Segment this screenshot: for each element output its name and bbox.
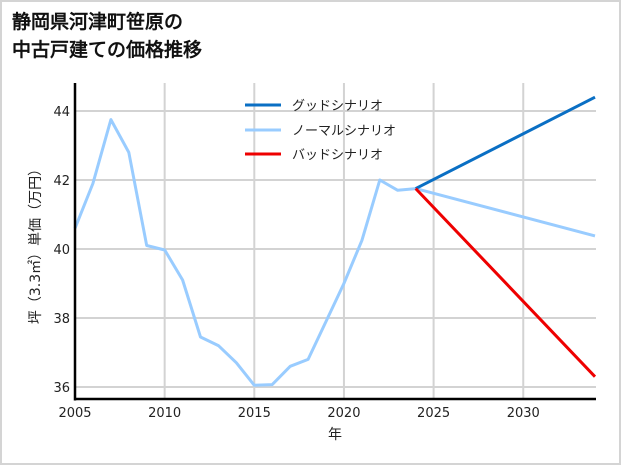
chart-title-line-2: 中古戸建ての価格推移 (12, 39, 203, 61)
grid-lines (74, 83, 596, 399)
x-tick-label: 2020 (327, 406, 360, 421)
legend-label: ノーマルシナリオ (292, 124, 396, 139)
tick-labels: 2005 2010 2015 2020 2025 2030 36 38 40 42 44 (53, 105, 539, 421)
y-tick-label: 38 (53, 312, 70, 327)
chart-title-line-1: 静岡県河津町笹原の (12, 11, 184, 33)
x-tick-label: 2030 (507, 406, 540, 421)
legend-label: バッドシナリオ (292, 148, 383, 163)
x-tick-label: 2010 (148, 406, 181, 421)
legend-label: グッドシナリオ (292, 99, 383, 114)
y-tick-label: 40 (53, 243, 70, 258)
x-tick-label: 2015 (238, 406, 271, 421)
data-series (73, 95, 597, 387)
y-tick-label: 44 (53, 105, 70, 120)
y-tick-label: 42 (53, 174, 70, 189)
y-tick-label: 36 (53, 381, 70, 396)
series-line (414, 187, 597, 378)
series-line (73, 118, 596, 387)
x-tick-label: 2005 (58, 406, 91, 421)
x-tick-label: 2025 (417, 406, 450, 421)
x-axis-label: 年 (328, 427, 342, 443)
y-axis-label: 坪（3.3㎡）単価（万円） (28, 162, 44, 324)
series-line (415, 95, 596, 190)
chart-title: 静岡県河津町笹原の 中古戸建ての価格推移 (12, 8, 202, 64)
axes (73, 83, 596, 401)
